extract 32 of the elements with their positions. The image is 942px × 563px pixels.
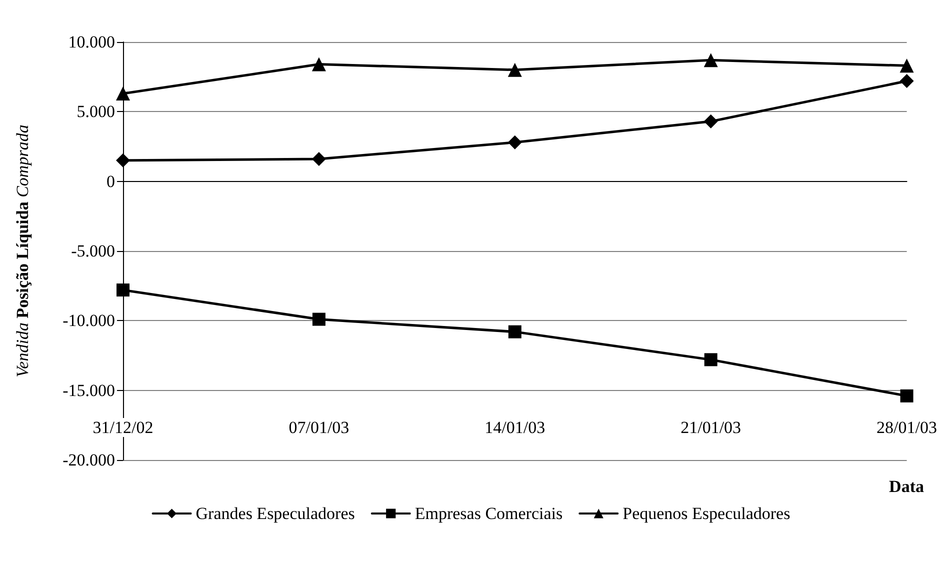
x-tick-label: 31/12/02 [92, 418, 154, 437]
y-tick-label: 0 [106, 172, 115, 191]
point [900, 58, 914, 73]
point [508, 135, 522, 150]
point [900, 389, 914, 402]
point [312, 312, 326, 326]
point [508, 62, 522, 77]
y-tick-label: -10.000 [62, 311, 115, 330]
x-axis-title: Data [889, 477, 924, 496]
point [116, 153, 130, 168]
x-tick-label: 28/01/03 [876, 418, 938, 437]
legend-label: Pequenos Especuladores [622, 504, 790, 523]
y-tick-label: -20.000 [62, 450, 115, 470]
point [312, 57, 326, 72]
point [704, 353, 718, 366]
legend-label: Empresas Comerciais [414, 504, 563, 523]
point [116, 284, 130, 297]
y-tick-label: 10.000 [68, 32, 115, 52]
y-tick-label: -5.000 [71, 242, 115, 260]
x-tick-label: 07/01/03 [288, 418, 350, 437]
y-tick-label: 5.000 [76, 102, 115, 122]
x-tick-label: 14/01/03 [484, 418, 546, 437]
point [704, 53, 718, 68]
point [704, 114, 718, 128]
x-tick-label: 21/01/03 [680, 418, 742, 437]
point [116, 86, 130, 101]
legend-label: Grandes Especuladores [196, 504, 355, 523]
y-axis-title: Vendida Posição Líquida Comprada [13, 124, 32, 378]
point [508, 325, 522, 338]
point [312, 152, 326, 166]
point [900, 74, 914, 88]
y-tick-label: -15.000 [62, 380, 115, 400]
